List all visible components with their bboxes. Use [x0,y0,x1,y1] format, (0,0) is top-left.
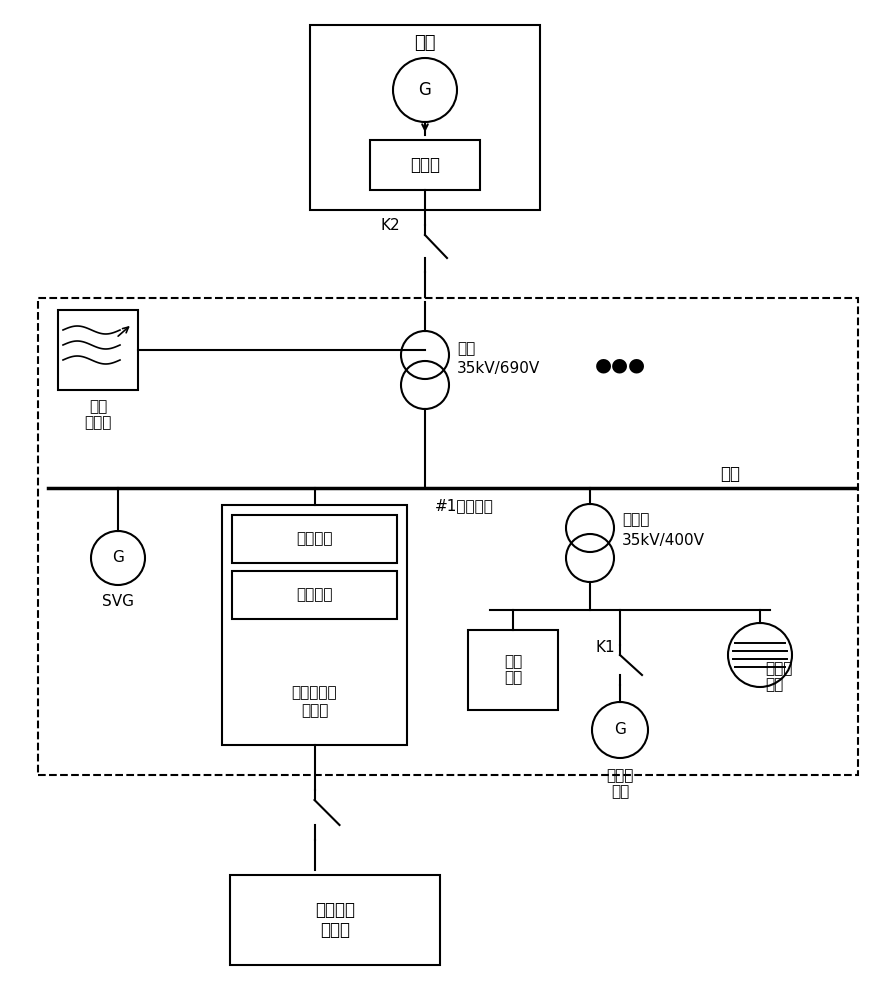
Text: 母线: 母线 [720,465,740,483]
Text: 变流器: 变流器 [410,156,440,174]
Bar [310,25,540,210]
Text: 风机: 风机 [414,34,435,52]
Bar [468,630,558,710]
Text: 电机: 电机 [611,784,629,800]
Text: 储能: 储能 [504,654,522,670]
Text: K1: K1 [595,641,615,656]
Text: 筱变: 筱变 [457,342,476,357]
Text: 微电网控: 微电网控 [315,901,355,919]
Text: G: G [112,550,124,566]
Text: 荷筱: 荷筱 [765,678,783,692]
Text: #1集电线路: #1集电线路 [435,498,493,514]
Text: G: G [614,722,626,738]
Text: 变压器: 变压器 [622,512,649,528]
Text: 可调负: 可调负 [765,662,792,676]
Text: G: G [418,81,432,99]
Text: 柴油发: 柴油发 [606,768,634,784]
Text: 理装置: 理装置 [300,704,328,718]
Text: 35kV/690V: 35kV/690V [457,361,540,376]
Text: 通讯模块: 通讯模块 [296,587,333,602]
Bar [232,515,397,563]
Text: 有源: 有源 [89,399,107,414]
Text: K2: K2 [380,218,400,232]
Text: 电能质量治: 电能质量治 [291,686,337,700]
Text: 滤波器: 滤波器 [84,416,112,430]
Text: 设备: 设备 [504,670,522,686]
Bar [230,875,440,965]
Text: SVG: SVG [102,593,134,608]
Bar [232,571,397,619]
Text: 监测模块: 监测模块 [296,532,333,546]
Bar [222,505,407,745]
Bar [38,298,858,775]
Text: 制装置: 制装置 [320,921,350,939]
Text: 35kV/400V: 35kV/400V [622,532,705,548]
Bar [370,140,480,190]
Text: ●●●: ●●● [595,356,645,374]
Bar [58,310,138,390]
